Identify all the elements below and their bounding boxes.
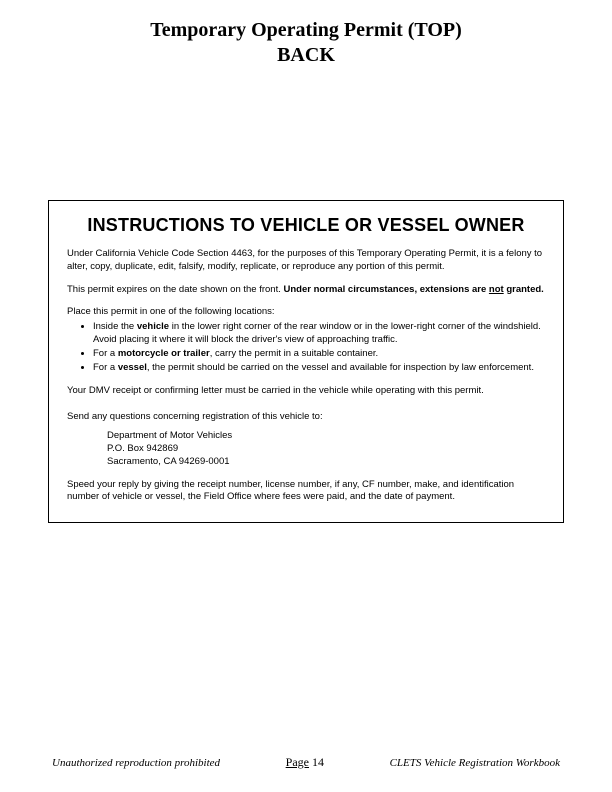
page-title: Temporary Operating Permit (TOP) BACK <box>0 0 612 68</box>
bullet-vehicle: Inside the vehicle in the lower right co… <box>93 321 545 347</box>
bullet-motorcycle-trailer: For a motorcycle or trailer, carry the p… <box>93 348 545 361</box>
p2-bold-b: granted. <box>504 284 544 295</box>
b2-a: For a <box>93 348 118 359</box>
p2-bold-a: Under normal circumstances, extensions a… <box>284 284 489 295</box>
bullet-vessel: For a vessel, the permit should be carri… <box>93 362 545 375</box>
permit-instructions-box: INSTRUCTIONS TO VEHICLE OR VESSEL OWNER … <box>48 200 564 523</box>
title-line-2: BACK <box>0 43 612 68</box>
p2-prefix: This permit expires on the date shown on… <box>67 284 284 295</box>
b3-b: , the permit should be carried on the ve… <box>147 362 534 373</box>
b3-bold: vessel <box>118 362 147 373</box>
paragraph-expiration: This permit expires on the date shown on… <box>67 284 545 297</box>
address-line-2: P.O. Box 942869 <box>107 443 545 456</box>
dmv-address: Department of Motor Vehicles P.O. Box 94… <box>107 430 545 468</box>
paragraph-send-questions: Send any questions concerning registrati… <box>67 411 545 424</box>
paragraph-speed-reply: Speed your reply by giving the receipt n… <box>67 479 545 505</box>
b2-b: , carry the permit in a suitable contain… <box>210 348 378 359</box>
footer-right: CLETS Vehicle Registration Workbook <box>390 757 560 769</box>
address-line-3: Sacramento, CA 94269-0001 <box>107 456 545 469</box>
page-word: Page <box>286 755 309 769</box>
b3-a: For a <box>93 362 118 373</box>
b1-a: Inside the <box>93 321 137 332</box>
paragraph-receipt: Your DMV receipt or confirming letter mu… <box>67 385 545 398</box>
title-line-1: Temporary Operating Permit (TOP) <box>0 18 612 43</box>
placement-bullets: Inside the vehicle in the lower right co… <box>93 321 545 374</box>
box-heading: INSTRUCTIONS TO VEHICLE OR VESSEL OWNER <box>67 215 545 236</box>
b2-bold: motorcycle or trailer <box>118 348 210 359</box>
footer-page-number: Page 14 <box>286 755 324 770</box>
footer-left: Unauthorized reproduction prohibited <box>52 757 220 769</box>
page-num: 14 <box>309 755 324 769</box>
page-footer: Unauthorized reproduction prohibited Pag… <box>0 755 612 770</box>
paragraph-code-section: Under California Vehicle Code Section 44… <box>67 248 545 274</box>
address-line-1: Department of Motor Vehicles <box>107 430 545 443</box>
paragraph-place-permit: Place this permit in one of the followin… <box>67 306 545 319</box>
p2-bold-not: not <box>489 284 504 295</box>
b1-bold: vehicle <box>137 321 169 332</box>
